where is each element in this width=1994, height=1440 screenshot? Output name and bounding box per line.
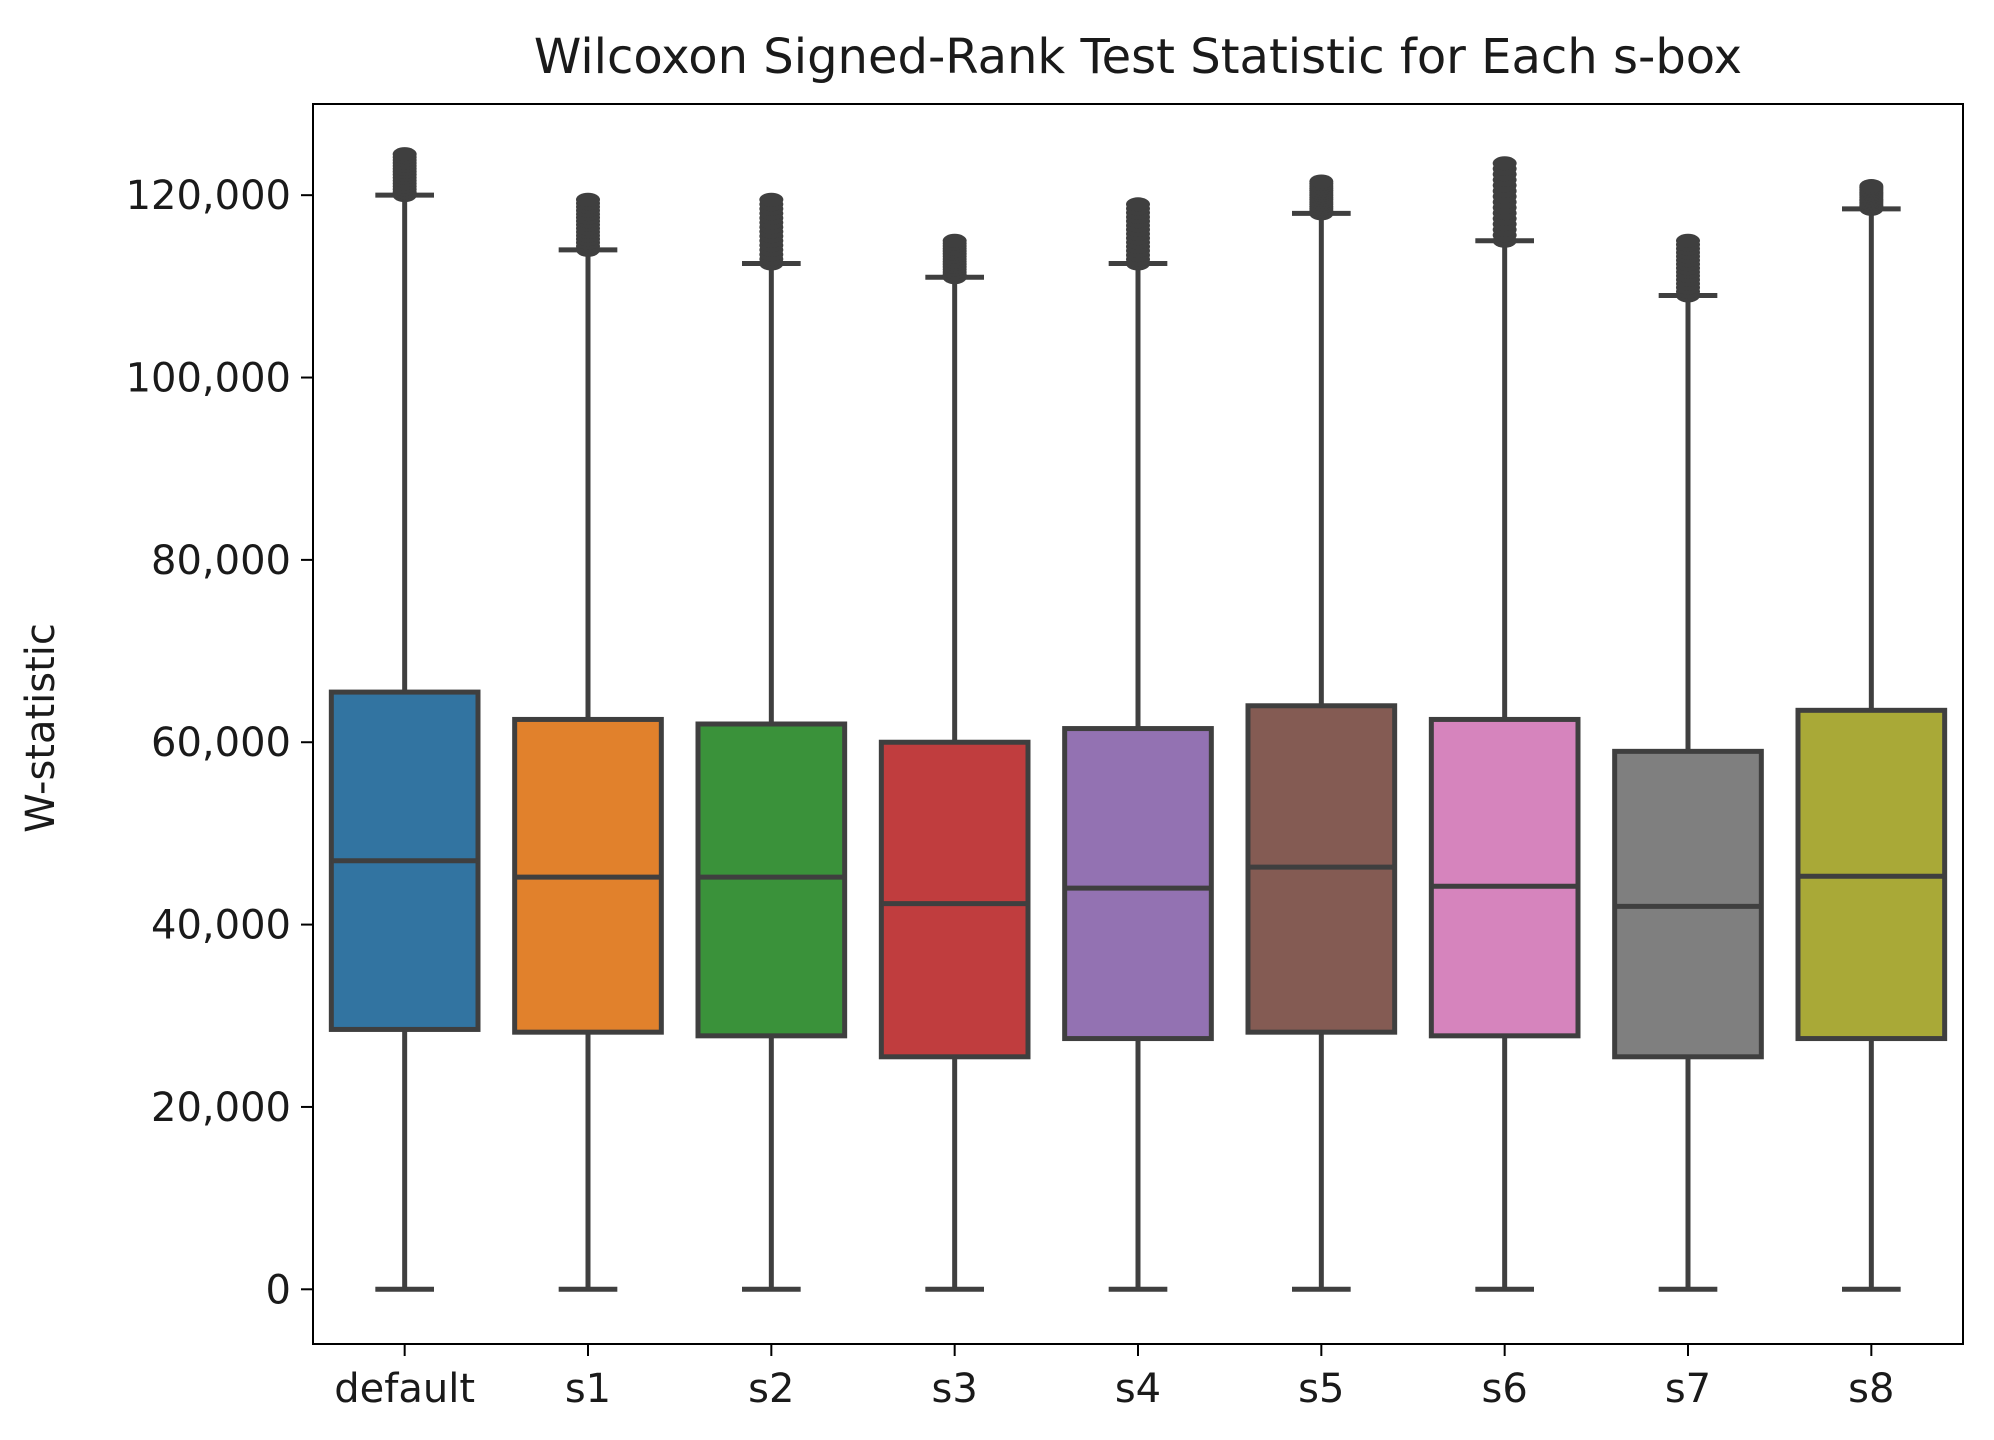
box-group-s6	[1428, 156, 1581, 1292]
outlier-point	[392, 147, 417, 162]
x-tick-label: s7	[1665, 1366, 1711, 1412]
outliers-s1	[576, 192, 600, 257]
y-tick-label: 100,000	[126, 356, 291, 402]
box-s2	[695, 721, 848, 1039]
x-tick-label: s4	[1115, 1366, 1161, 1412]
outliers-s2	[759, 192, 784, 271]
chart-title: Wilcoxon Signed-Rank Test Statistic for …	[534, 29, 1742, 85]
box-group-s8	[1795, 179, 1948, 1292]
plot-frame	[312, 103, 1964, 1345]
box-group-s5	[1245, 174, 1398, 1292]
x-tick-label: s5	[1298, 1366, 1344, 1412]
outliers-default	[392, 147, 417, 203]
box-group-default	[328, 147, 481, 1292]
box-group-s7	[1612, 233, 1764, 1292]
outlier-point	[1126, 197, 1150, 212]
box-s4	[1062, 726, 1214, 1042]
outliers-s8	[1859, 179, 1884, 216]
x-tick-label: s1	[565, 1366, 611, 1412]
ticks-layer: 0 20,000 40,000 60,000 80,000 100,000 120,000 d…	[126, 173, 1895, 1412]
outlier-point	[576, 192, 600, 207]
box-s3	[878, 739, 1031, 1060]
outliers-s7	[1676, 233, 1700, 303]
boxes-layer	[328, 147, 1948, 1292]
outlier-point	[1309, 174, 1334, 189]
outlier-point	[1859, 179, 1884, 194]
box-s6	[1428, 716, 1581, 1039]
x-tick-label: default	[334, 1366, 475, 1412]
box-group-s2	[695, 192, 848, 1292]
outlier-point	[759, 192, 784, 207]
outlier-point	[942, 233, 967, 248]
x-tick-label: s2	[748, 1366, 794, 1412]
outlier-point	[1676, 233, 1700, 248]
y-tick-label: 60,000	[151, 720, 291, 766]
outlier-point	[1492, 156, 1517, 171]
y-axis-label: W-statistic	[18, 623, 64, 833]
box-group-s4	[1062, 197, 1214, 1292]
outliers-s3	[942, 233, 967, 285]
x-tick-label: s3	[932, 1366, 978, 1412]
y-tick-label: 20,000	[151, 1085, 291, 1131]
x-tick-label: s8	[1848, 1366, 1894, 1412]
box-group-s1	[512, 192, 664, 1292]
outliers-s5	[1309, 174, 1334, 221]
x-tick-label: s6	[1482, 1366, 1528, 1412]
outliers-s6	[1492, 156, 1517, 248]
y-tick-label: 80,000	[151, 538, 291, 584]
y-tick-label: 0	[266, 1267, 291, 1313]
outliers-s4	[1126, 197, 1150, 271]
y-tick-label: 40,000	[151, 903, 291, 949]
box-group-s3	[878, 233, 1031, 1292]
y-tick-label: 120,000	[126, 173, 291, 219]
